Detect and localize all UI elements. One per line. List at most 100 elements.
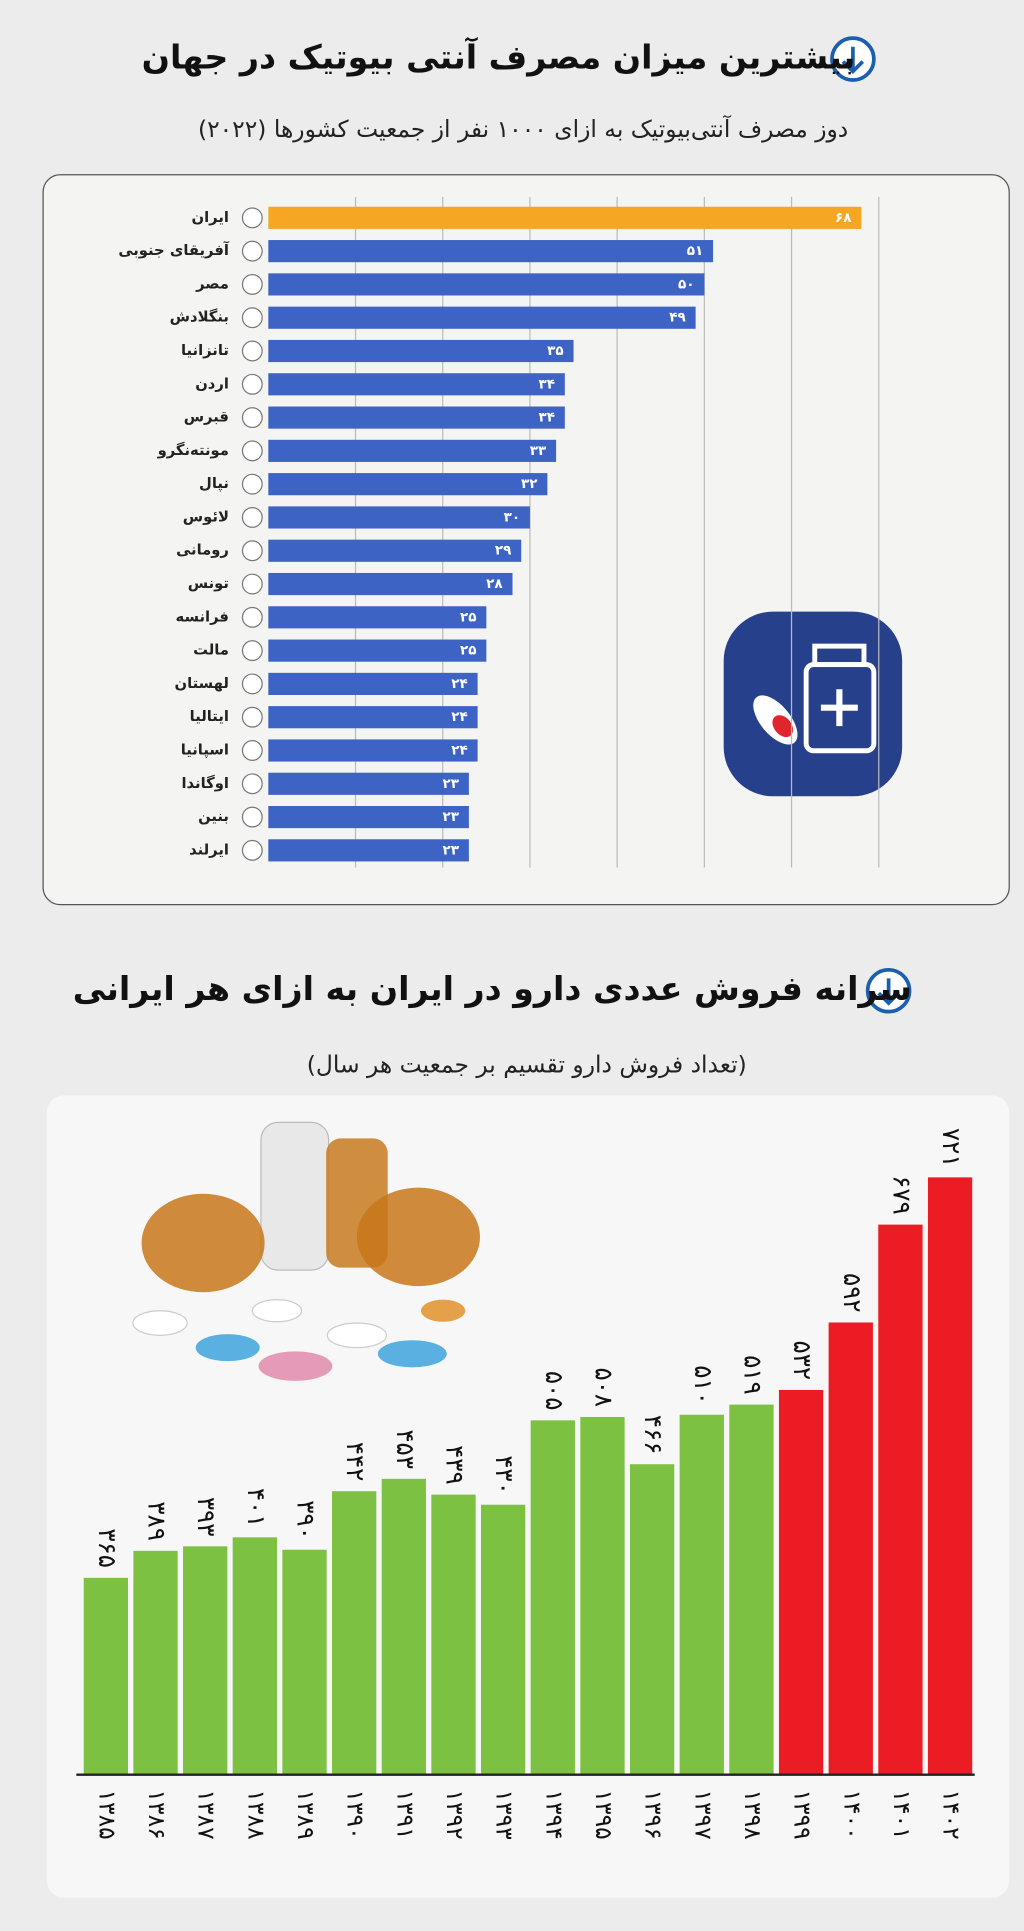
bar: [268, 606, 487, 629]
value-label: ۲۵: [460, 609, 477, 625]
flag: [241, 773, 263, 795]
value-label: ۶۷۹: [887, 1175, 916, 1215]
flag: [241, 340, 263, 362]
x-tick-label: ۱۴۰۱: [888, 1789, 916, 1839]
value-label: ۴۴۲: [341, 1442, 370, 1482]
value-label: ۴۳۹: [440, 1445, 469, 1485]
category-label: لائوس: [183, 508, 229, 525]
bar: [268, 206, 862, 229]
bottle: [260, 1121, 330, 1271]
bar: [133, 1550, 178, 1775]
badge-pill-half: [772, 715, 794, 738]
bar: [778, 1389, 824, 1775]
category-label: قبرس: [184, 409, 229, 426]
pills-illustration: [132, 1121, 481, 1381]
x-tick-label: ۱۳۹۶: [640, 1789, 668, 1839]
bar: [268, 539, 522, 562]
x-tick-label: ۱۳۹۵: [590, 1789, 618, 1839]
x-tick-label: ۱۳۸۶: [143, 1789, 171, 1839]
value-label: ۲۴: [451, 709, 468, 725]
value-label: ۴۶۶: [639, 1415, 668, 1455]
x-tick-label: ۱۳۸۸: [242, 1789, 270, 1839]
value-label: ۲۹: [495, 543, 511, 559]
pill: [251, 1299, 303, 1323]
chart-title: سرانه فروش عددی دارو در ایران به ازای هر…: [73, 969, 912, 1009]
bar: [530, 1420, 575, 1775]
category-label: اوگاندا: [181, 774, 228, 792]
x-tick-label: ۱۳۹۲: [441, 1789, 469, 1839]
value-label: ۳۸۹: [143, 1501, 172, 1541]
flag: [241, 673, 263, 695]
bottle: [141, 1193, 265, 1293]
category-label: بنین: [198, 808, 229, 825]
bar: [268, 439, 557, 462]
value-label: ۵۱۹: [738, 1355, 767, 1395]
category-label: لهستان: [174, 675, 228, 692]
value-label: ۲۳: [443, 842, 460, 858]
bar: [268, 639, 487, 662]
bar: [268, 805, 469, 829]
chart-subtitle: (تعداد فروش دارو تقسیم بر جمعیت هر سال): [307, 1050, 747, 1078]
bar: [381, 1478, 426, 1775]
x-tick-label: ۱۳۹۳: [491, 1789, 519, 1839]
bar: [878, 1224, 923, 1775]
flag: [241, 440, 263, 462]
bar: [431, 1494, 476, 1775]
category-label: اسپانیا: [181, 741, 229, 758]
bar: [927, 1177, 973, 1775]
category-label: تانزانیا: [181, 342, 229, 359]
bar: [332, 1491, 377, 1775]
bar: [480, 1504, 526, 1775]
section-icon-arrow: [877, 978, 900, 1006]
bar: [268, 406, 565, 429]
x-tick-label: ۱۳۹۸: [739, 1789, 767, 1839]
category-label: رومانی: [176, 542, 229, 559]
value-label: ۵۱۰: [689, 1365, 718, 1405]
bar: [268, 706, 478, 729]
value-label: ۲۵: [460, 643, 477, 659]
value-label: ۳۲: [521, 476, 538, 492]
value-label: ۳۴: [538, 376, 555, 392]
value-label: ۶۸: [835, 210, 852, 226]
category-label: ایتالیا: [190, 708, 229, 725]
category-label: فرانسه: [176, 608, 229, 625]
x-tick-label: ۱۳۸۹: [292, 1789, 320, 1839]
flag: [241, 273, 263, 295]
value-label: ۲۳: [443, 809, 460, 825]
value-label: ۴۰۱: [242, 1488, 271, 1528]
value-label: ۳۹۰: [292, 1500, 321, 1540]
x-tick-label: ۱۳۹۹: [789, 1789, 817, 1839]
value-label: ۳۳: [530, 443, 547, 459]
value-label: ۲۴: [451, 676, 468, 692]
value-label: ۵۳۲: [788, 1340, 817, 1380]
bar: [268, 572, 513, 596]
bar: [828, 1322, 873, 1775]
value-label: ۳۰: [504, 509, 521, 525]
value-label: ۴۵۳: [391, 1429, 420, 1469]
pill: [326, 1322, 388, 1349]
medicine-badge: [723, 611, 903, 797]
flag: [241, 407, 263, 429]
x-tick-label: ۱۴۰۰: [838, 1789, 866, 1839]
value-label: ۵۰۵: [540, 1371, 569, 1411]
flag: [241, 839, 263, 861]
badge-cross: [820, 689, 858, 727]
x-tick-label: ۱۳۹۰: [342, 1789, 370, 1839]
flag: [241, 640, 263, 662]
flag: [241, 573, 263, 595]
value-label: ۵۰: [678, 276, 695, 292]
value-label: ۲۳: [443, 776, 460, 792]
value-label: ۴۳۰: [490, 1455, 519, 1495]
flag: [241, 506, 263, 528]
flag: [241, 207, 263, 229]
pill: [377, 1340, 447, 1368]
x-tick-label: ۱۴۰۲: [938, 1789, 966, 1839]
bar: [268, 473, 548, 496]
bar: [268, 240, 714, 263]
category-label: ایران: [192, 209, 229, 226]
bar: [268, 273, 705, 296]
flag: [241, 806, 263, 828]
category-label: ایرلند: [189, 841, 229, 858]
